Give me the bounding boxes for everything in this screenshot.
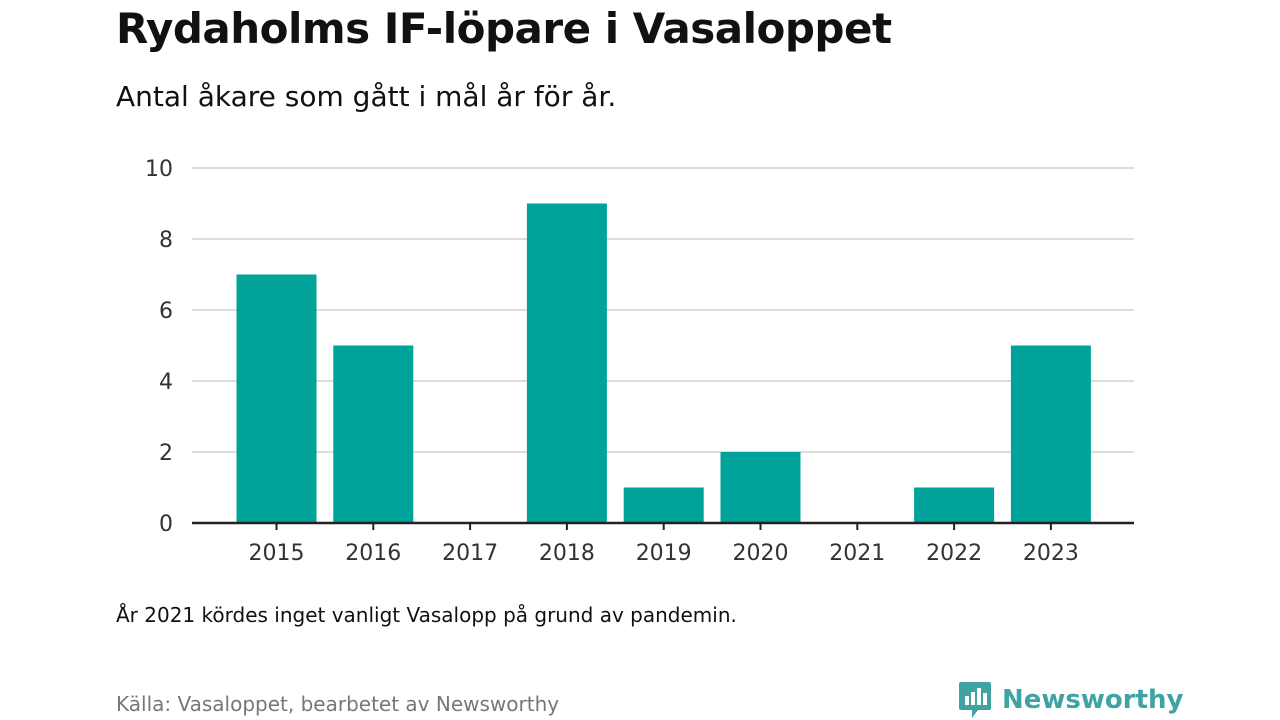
source-credit: Källa: Vasaloppet, bearbetet av Newswort… (116, 692, 560, 716)
bar (720, 452, 801, 523)
x-tick-label: 2021 (829, 541, 885, 566)
bars (236, 203, 1091, 523)
x-tick-label: 2016 (345, 541, 401, 566)
x-tick-label: 2015 (249, 541, 305, 566)
bar (333, 345, 414, 523)
y-tick-label: 2 (159, 441, 173, 466)
x-tick-label: 2022 (926, 541, 982, 566)
y-tick-labels: 0 2 4 6 8 10 (145, 157, 173, 537)
chart-subtitle: Antal åkare som gått i mål år för år. (116, 80, 617, 113)
bar (623, 487, 704, 523)
y-tick-label: 10 (145, 157, 173, 182)
brand-name: Newsworthy (1002, 685, 1184, 715)
brand-logo[interactable]: Newsworthy (958, 680, 1183, 720)
x-tick-label: 2018 (539, 541, 595, 566)
newsworthy-logo-icon (959, 682, 991, 718)
y-tick-label: 0 (159, 512, 173, 537)
x-tick-label: 2019 (636, 541, 692, 566)
bar (236, 274, 317, 523)
chart-note: År 2021 kördes inget vanligt Vasalopp på… (116, 603, 737, 627)
bar (526, 203, 607, 523)
y-tick-label: 8 (159, 228, 173, 253)
chart-title: Rydaholms IF-löpare i Vasaloppet (116, 4, 892, 53)
y-tick-label: 4 (159, 370, 173, 395)
x-tick-label: 2017 (442, 541, 498, 566)
x-tick-labels: 2015 2016 2017 2018 2019 2020 2021 2022 2023 (249, 541, 1079, 566)
bar (914, 487, 995, 523)
bar (1010, 345, 1091, 523)
x-axis (192, 521, 1134, 530)
x-tick-label: 2023 (1023, 541, 1079, 566)
y-tick-label: 6 (159, 299, 173, 324)
x-tick-label: 2020 (733, 541, 789, 566)
